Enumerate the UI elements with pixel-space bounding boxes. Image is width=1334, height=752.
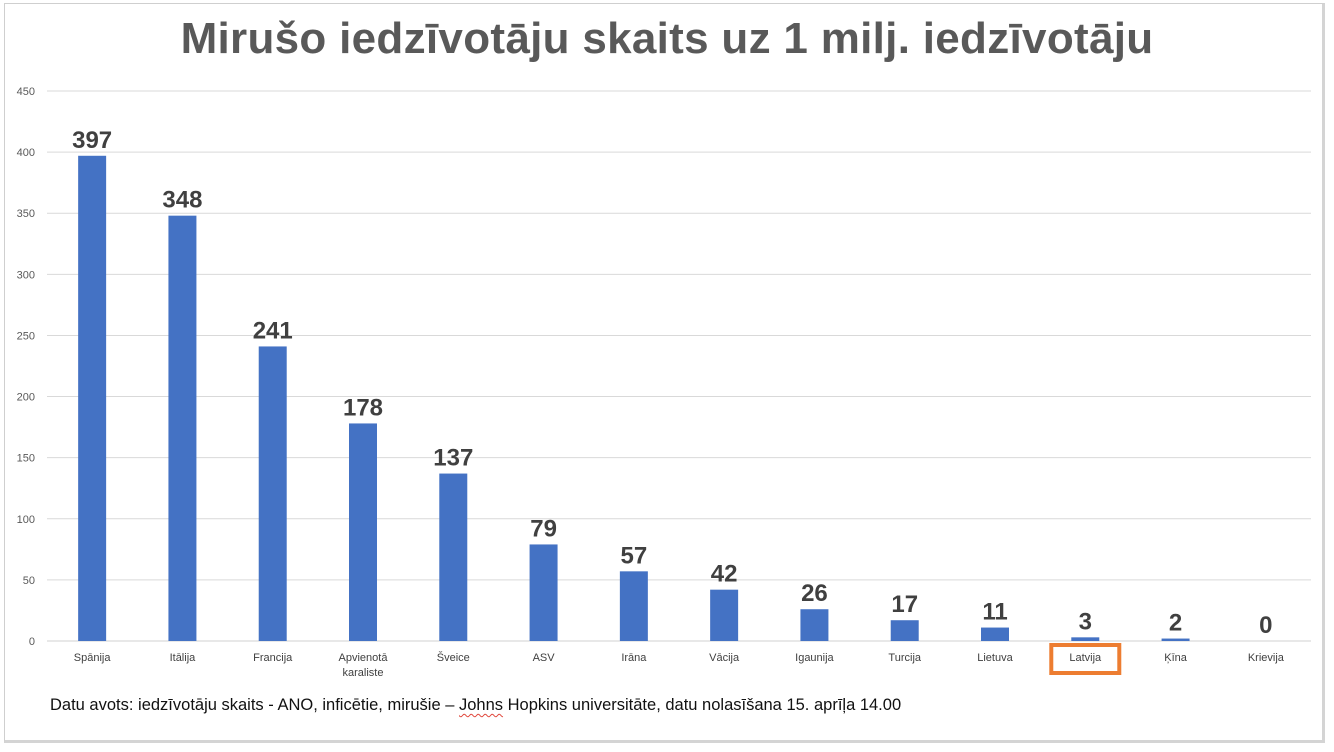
y-tick-label: 450 [17,86,35,98]
data-label: 79 [530,515,557,542]
x-tick-label: Francija [253,652,293,664]
x-tick-label: Ķīna [1164,652,1188,664]
source-prefix: Datu avots: iedzīvotāju skaits - ANO, in… [50,696,459,714]
x-tick-label: Itālija [170,652,197,664]
y-tick-label: 50 [23,575,35,587]
data-label: 348 [162,187,202,214]
y-tick-label: 250 [17,330,35,342]
bar [800,609,829,641]
x-tick-label-line: Igaunija [795,652,834,664]
bar [439,473,468,641]
bar [619,571,648,641]
x-tick-label-line: Irāna [621,652,647,664]
data-label: 11 [982,599,1007,626]
bar [710,589,739,641]
x-tick-label-line: Spānija [74,652,112,664]
gridlines [47,90,1311,642]
x-tick-label-line: karaliste [343,667,384,679]
data-source-note: Datu avots: iedzīvotāju skaits - ANO, in… [50,696,901,715]
data-label: 26 [801,580,828,607]
x-tick-label: Turcija [888,652,921,664]
x-tick-label-line: Vācija [709,652,740,664]
x-tick-label-line: Latvija [1069,652,1102,664]
x-tick-label-line: Francija [253,652,293,664]
bar [1161,638,1190,641]
y-tick-label: 0 [29,636,35,648]
y-tick-label: 400 [17,147,35,159]
x-tick-label: Igaunija [795,652,834,664]
x-tick-label: Krievija [1248,652,1285,664]
x-tick-label-line: Apvienotā [339,652,389,664]
x-tick-label: Irāna [621,652,647,664]
data-label: 397 [72,127,112,154]
source-suffix: Hopkins universitāte, datu nolasīšana 15… [503,696,902,714]
data-label: 2 [1169,610,1182,637]
highlight-box [1049,643,1122,675]
data-label: 0 [1259,612,1272,639]
data-label: 178 [343,394,383,421]
x-tick-label-line: Šveice [437,651,470,664]
x-tick-label-line: Itālija [170,652,197,664]
bars [78,155,1190,641]
x-tick-label: Šveice [437,651,470,664]
bar [529,544,558,641]
data-label: 3 [1079,608,1092,635]
x-tick-label: Lietuva [977,652,1013,664]
y-tick-label: 150 [17,453,35,465]
data-label: 17 [891,591,918,618]
bar [1071,637,1100,641]
y-tick-label: 300 [17,269,35,281]
x-tick-label-line: Krievija [1248,652,1285,664]
chart-title: Mirušo iedzīvotāju skaits uz 1 milj. ied… [180,14,1154,63]
y-tick-label: 350 [17,208,35,220]
y-tick-label: 100 [17,514,35,526]
bar [168,215,197,641]
x-tick-label-line: Lietuva [977,652,1013,664]
bar [981,627,1009,641]
x-tick-label: ASV [533,652,556,664]
bar [78,155,107,641]
data-label: 57 [621,542,648,569]
source-underlined-word: Johns [459,696,504,714]
data-label: 241 [253,317,293,344]
y-axis-ticks: 0 50 100 150 200 250 300 350 400 450 [17,86,35,648]
bar [349,423,377,641]
x-tick-label-line: Turcija [888,652,921,664]
data-label: 137 [433,445,473,472]
data-label: 42 [711,561,738,588]
x-tick-label-line: Ķīna [1164,652,1188,664]
data-labels: 397 348 241 178 137 79 57 42 26 17 11 3 2 0 [72,127,1272,639]
x-tick-label-line: ASV [533,652,556,664]
y-tick-label: 200 [17,392,35,404]
bar [890,620,919,641]
bar [258,346,287,641]
x-tick-label: Latvija [1069,652,1102,664]
x-tick-label: Apvienotā karaliste [339,652,389,679]
x-tick-label: Spānija [74,652,112,664]
x-axis-labels: Spānija Itālija Francija Apvienotā karaliste… [74,643,1285,679]
slide-frame [4,3,1325,743]
x-tick-label: Vācija [709,652,740,664]
